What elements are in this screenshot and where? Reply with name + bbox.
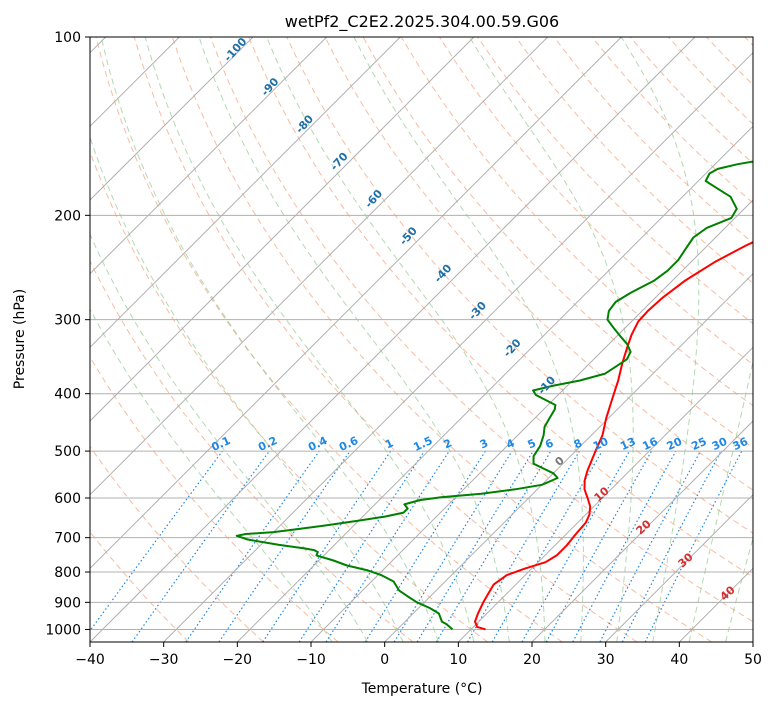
plot-frame bbox=[89, 36, 754, 643]
x-tick-label: 40 bbox=[670, 652, 688, 668]
mixing-ratio-label: 20 bbox=[665, 435, 685, 453]
y-axis-label: Pressure (hPa) bbox=[12, 289, 28, 389]
isotherm-line bbox=[90, 37, 328, 275]
mixing-ratio-label: 36 bbox=[731, 435, 751, 453]
x-axis-label: Temperature (°C) bbox=[361, 681, 483, 697]
mixing-ratio-line bbox=[416, 450, 534, 642]
y-tick-label: 300 bbox=[54, 313, 81, 329]
isotherm-line bbox=[384, 272, 753, 642]
moist-adiabat bbox=[620, 37, 700, 642]
mixing-ratio-label: 25 bbox=[689, 435, 708, 453]
y-tick-label: 600 bbox=[54, 491, 81, 507]
dry-adiabat bbox=[515, 37, 753, 284]
x-tick-label: 20 bbox=[523, 652, 541, 668]
y-tick-label: 500 bbox=[54, 444, 81, 460]
isotherm-line bbox=[90, 37, 696, 642]
y-tick-label: 400 bbox=[54, 387, 81, 403]
mixing-ratio-line bbox=[185, 450, 320, 642]
y-tick-label: 900 bbox=[54, 595, 81, 611]
dry-adiabat bbox=[248, 37, 753, 578]
mixing-ratio-line bbox=[572, 450, 677, 642]
dry-adiabat bbox=[90, 445, 264, 642]
y-axis-ticks: 100 200 300 400 500 600 700 800 900 1000 bbox=[45, 30, 90, 638]
isotherm-line bbox=[605, 493, 753, 642]
isotherm-line bbox=[531, 420, 753, 642]
mixing-ratio-label: 16 bbox=[640, 435, 660, 453]
x-axis-ticks: −40 −30 −20 −10 0 10 20 30 40 50 bbox=[75, 642, 762, 668]
sounding-profiles bbox=[235, 160, 753, 631]
dry-adiabat bbox=[90, 356, 339, 642]
moist-adiabat bbox=[90, 135, 404, 642]
isotherm-line bbox=[752, 641, 753, 642]
plot-background bbox=[90, 37, 753, 642]
dry-adiabat bbox=[133, 37, 638, 642]
moist-adiabat bbox=[100, 37, 439, 642]
y-tick-label: 1000 bbox=[45, 622, 81, 638]
x-tick-label: 50 bbox=[744, 652, 762, 668]
background-lines bbox=[90, 37, 753, 642]
isotherm-line bbox=[90, 37, 549, 496]
x-tick-label: 0 bbox=[380, 652, 389, 668]
mixing-ratio-label: 13 bbox=[618, 435, 637, 453]
moist-adiabat bbox=[198, 37, 510, 642]
moist-adiabat bbox=[688, 358, 753, 642]
mixing-ratio-line bbox=[298, 450, 425, 642]
mixing-ratio-line bbox=[393, 450, 513, 642]
dry-adiabat bbox=[95, 37, 563, 642]
x-tick-label: −40 bbox=[75, 652, 105, 668]
mixing-ratio-line bbox=[131, 450, 270, 642]
y-tick-label: 100 bbox=[54, 30, 81, 46]
isotherm-line bbox=[310, 199, 753, 642]
moist-adiabat bbox=[144, 37, 475, 642]
moist-adiabat bbox=[266, 37, 546, 642]
isotherm-line bbox=[90, 37, 401, 349]
isotherm-line bbox=[90, 37, 254, 201]
y-tick-label: 700 bbox=[54, 531, 81, 547]
mixing-ratio-line bbox=[545, 450, 653, 642]
dry-adiabat bbox=[286, 37, 753, 534]
x-tick-label: −30 bbox=[149, 652, 179, 668]
mixing-ratio-label: 10 bbox=[591, 435, 611, 453]
x-tick-label: 30 bbox=[597, 652, 615, 668]
x-tick-label: −10 bbox=[296, 652, 326, 668]
dry-adiabat bbox=[90, 259, 414, 642]
y-tick-label: 800 bbox=[54, 565, 81, 581]
isotherm-line bbox=[163, 51, 753, 642]
grid-lines bbox=[90, 37, 753, 642]
mixing-ratio-line bbox=[90, 450, 223, 632]
dewpoint-profile bbox=[235, 160, 753, 631]
moist-adiabat bbox=[90, 308, 333, 642]
moist-adiabat bbox=[353, 37, 584, 642]
moist-adiabat bbox=[90, 232, 369, 642]
y-tick-label: 200 bbox=[54, 208, 81, 224]
mixing-ratio-line bbox=[644, 450, 743, 642]
isotherm-line bbox=[457, 346, 753, 642]
dry-adiabat bbox=[210, 37, 753, 623]
mixing-ratio-line bbox=[521, 450, 631, 642]
chart-title: wetPf2_C2E2.2025.304.00.59.G06 bbox=[285, 12, 559, 32]
mixing-ratio-line bbox=[218, 450, 351, 642]
isotherm-line bbox=[90, 37, 475, 422]
isotherm-line bbox=[90, 37, 622, 570]
x-tick-label: 10 bbox=[449, 652, 467, 668]
isotherm-line bbox=[236, 125, 753, 642]
mixing-ratio-line bbox=[262, 450, 392, 642]
dry-adiabat bbox=[324, 37, 753, 491]
x-tick-label: −20 bbox=[223, 652, 253, 668]
temperature-profile bbox=[474, 241, 753, 631]
moist-adiabat bbox=[725, 536, 753, 642]
mixing-ratio-label: 30 bbox=[710, 435, 730, 453]
dry-adiabat bbox=[171, 37, 712, 642]
mixing-ratio-line bbox=[325, 450, 450, 642]
